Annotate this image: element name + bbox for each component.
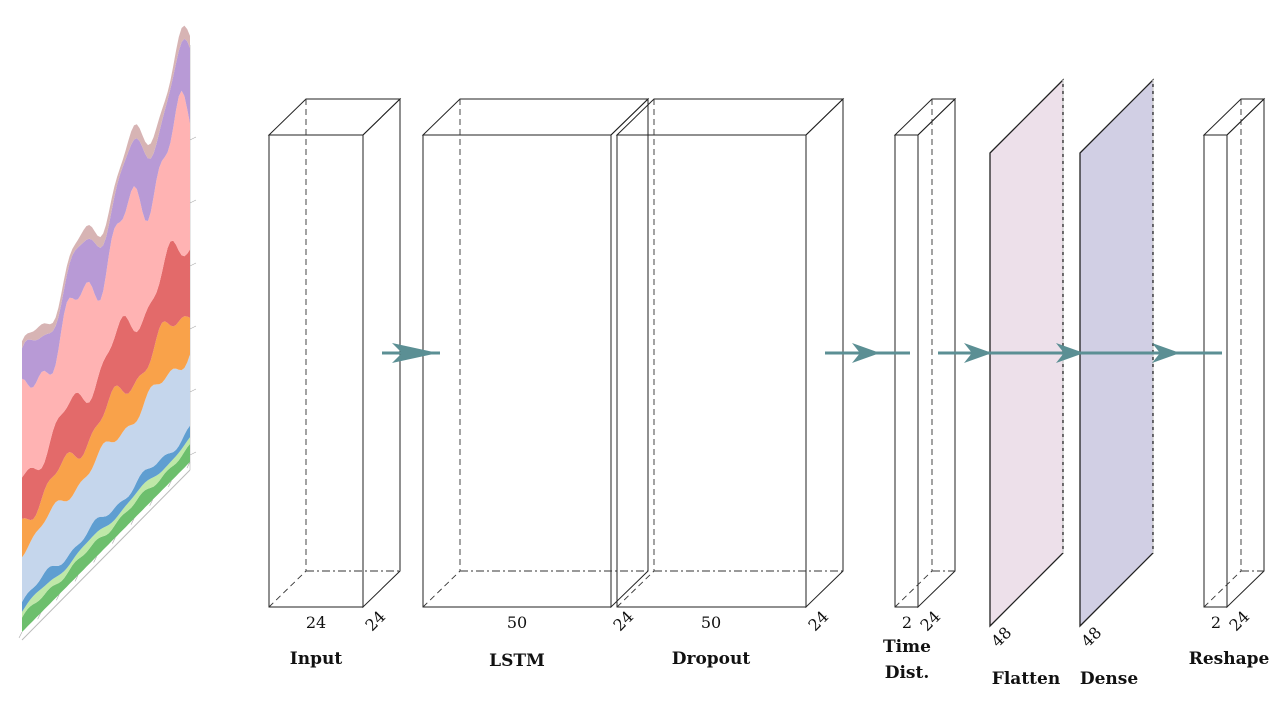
connection-arrows <box>382 343 1222 363</box>
plot-band-1 <box>22 437 190 618</box>
dropout-width-label: 50 <box>701 613 721 632</box>
timedist-depth-label: 24 <box>916 607 944 635</box>
arrow-dropout-to-timedist <box>825 343 910 363</box>
plot-band-4 <box>22 316 190 558</box>
arrow-flatten-to-dense <box>1030 343 1118 363</box>
reshape-layer-block <box>1202 97 1266 609</box>
timedist-caption-line2: Dist. <box>885 663 930 683</box>
dropout-depth-label: 24 <box>804 607 832 635</box>
reshape-width-label: 2 <box>1211 613 1221 632</box>
plot-band-6 <box>22 90 190 478</box>
input-layer-block <box>267 97 402 609</box>
lstm-caption: LSTM <box>489 651 545 671</box>
timedist-caption-line1: Time <box>883 637 931 657</box>
timedist-layer-block <box>893 97 957 609</box>
input-width-label: 24 <box>306 613 326 632</box>
lstm-width-label: 50 <box>507 613 527 632</box>
plot-band-0 <box>22 444 190 632</box>
dense-caption: Dense <box>1080 669 1138 689</box>
lstm-depth-label: 24 <box>609 607 637 635</box>
dimension-labels: 24 24 50 24 50 24 2 24 48 48 2 24 <box>306 607 1253 651</box>
flatten-caption: Flatten <box>992 669 1060 689</box>
dropout-caption: Dropout <box>672 649 751 669</box>
plot-band-2 <box>22 425 190 612</box>
dropout-layer-block <box>615 97 845 609</box>
plot-band-3 <box>22 354 190 602</box>
plot-band-7 <box>22 38 190 388</box>
reshape-caption: Reshape <box>1189 649 1270 669</box>
arrow-dense-to-reshape <box>1118 343 1222 363</box>
dense-size-label: 48 <box>1077 623 1105 651</box>
flatten-size-label: 48 <box>987 623 1015 651</box>
input-stacked-area-plot <box>18 25 197 641</box>
input-depth-label: 24 <box>361 607 389 635</box>
arrow-input-to-lstm <box>382 343 440 363</box>
lstm-layer-block <box>421 97 650 609</box>
timedist-width-label: 2 <box>902 613 912 632</box>
plot-band-5 <box>22 240 190 521</box>
arrow-timedist-to-flatten <box>938 343 1030 363</box>
layer-captions: Input LSTM Dropout Time Dist. Flatten De… <box>290 637 1270 689</box>
input-caption: Input <box>290 649 343 669</box>
reshape-depth-label: 24 <box>1225 607 1253 635</box>
